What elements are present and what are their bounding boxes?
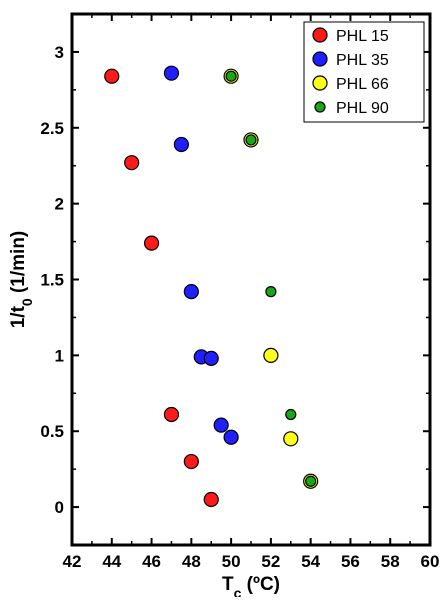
legend-marker-phl-66 [312, 75, 328, 91]
point-phl-35 [203, 350, 219, 366]
point-phl-90 [245, 134, 257, 146]
y-tick-label: 1.5 [40, 271, 64, 290]
x-axis-title-main: T [222, 574, 234, 595]
y-axis-title-units: (1/min) [8, 231, 29, 299]
y-axis-title: 1/t0 (1/min) [8, 231, 35, 329]
point-phl-15 [124, 155, 140, 171]
y-axis-title-main: 1/t [8, 305, 29, 328]
legend-marker-phl-35 [312, 51, 328, 67]
data-points [104, 65, 319, 508]
point-phl-15 [143, 235, 160, 251]
y-tick-label: 0 [55, 498, 64, 517]
point-phl-90 [305, 475, 317, 487]
y-tick-label: 2 [55, 195, 64, 214]
legend-marker-phl-15 [312, 27, 328, 43]
x-tick-label: 54 [301, 552, 320, 571]
point-phl-35 [223, 429, 239, 445]
x-tick-label: 44 [102, 552, 121, 571]
x-tick-label: 46 [142, 552, 161, 571]
x-tick-label: 60 [421, 552, 440, 571]
point-phl-15 [104, 68, 120, 84]
y-axis-title-subscript: 0 [19, 298, 35, 306]
x-tick-label: 58 [381, 552, 400, 571]
legend-marker-phl-90 [314, 101, 326, 113]
legend-label-phl-35: PHL 35 [336, 52, 389, 69]
point-phl-35 [163, 65, 180, 81]
legend-label-phl-66: PHL 66 [336, 76, 389, 93]
x-tick-label: 50 [222, 552, 241, 571]
point-phl-15 [183, 453, 199, 470]
x-tick-label: 56 [341, 552, 360, 571]
point-phl-90 [285, 408, 297, 421]
point-phl-35 [183, 284, 199, 300]
y-tick-label: 0.5 [40, 422, 64, 441]
tick-labels: 42 44 46 48 50 52 54 56 58 60 0 0.5 1 1.5 2 2.5 3 [40, 43, 439, 571]
y-tick-label: 3 [55, 43, 64, 62]
legend: PHL 15 PHL 35 PHL 66 PHL 90 [303, 21, 425, 123]
point-phl-66 [283, 431, 299, 447]
legend-label-phl-15: PHL 15 [336, 28, 389, 45]
x-tick-label: 52 [261, 552, 280, 571]
x-tick-label: 42 [63, 552, 82, 571]
x-axis-title: Tc (ºC) [222, 574, 280, 597]
x-axis-title-subscript: c [234, 585, 242, 597]
point-phl-35 [173, 136, 189, 153]
point-phl-15 [163, 406, 180, 423]
x-tick-label: 48 [182, 552, 201, 571]
point-phl-15 [203, 491, 219, 508]
point-phl-90 [265, 286, 277, 298]
point-phl-66 [263, 347, 279, 363]
point-phl-35 [213, 417, 229, 433]
legend-label-phl-90: PHL 90 [336, 100, 389, 117]
x-axis-title-units: (ºC) [241, 574, 280, 595]
plot-frame [70, 12, 432, 547]
y-tick-label: 2.5 [40, 119, 64, 138]
point-phl-90 [225, 70, 237, 82]
y-tick-label: 1 [55, 346, 64, 365]
